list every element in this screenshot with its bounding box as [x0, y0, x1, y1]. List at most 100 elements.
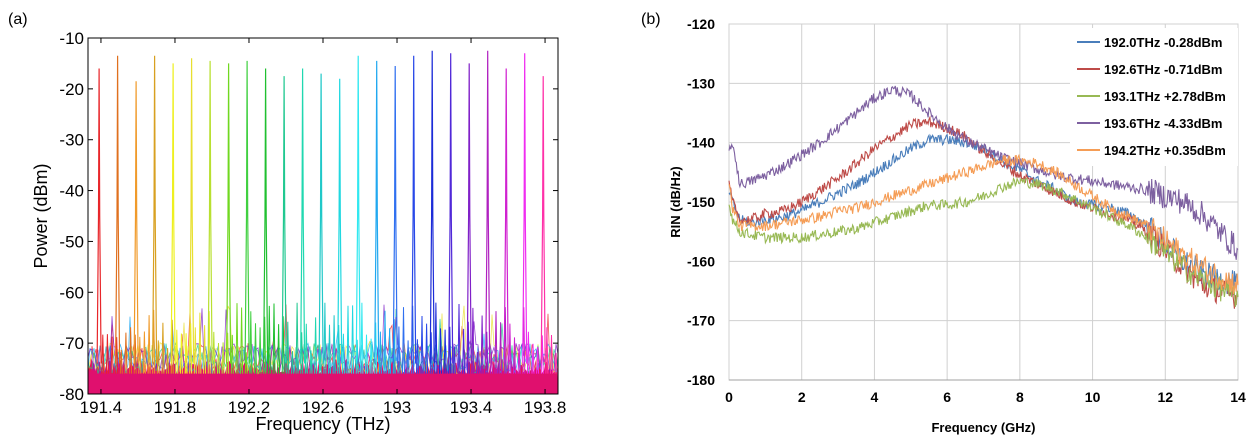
legend: 192.0THz -0.28dBm 192.6THz -0.71dBm 193.1T…: [1070, 28, 1238, 166]
x-tick-label: 14: [1230, 389, 1246, 405]
spur-line: [494, 311, 498, 374]
y-tick-label: -180: [687, 372, 715, 388]
spur-line: [249, 311, 253, 374]
x-tick-label: 191.4: [80, 398, 123, 417]
y-tick-label: -50: [59, 232, 84, 251]
legend-entry: 194.2THz +0.35dBm: [1104, 143, 1226, 158]
comb-line-16: [392, 65, 398, 364]
spur-line: [402, 307, 405, 374]
x-tick-label: 8: [1016, 389, 1024, 405]
spur-line: [212, 331, 216, 374]
spur-line: [175, 329, 179, 374]
comb-line-12: [318, 73, 324, 364]
rin-chart: -180 -170 -160 -150 -140 -130 -120 0 2 4 6 8 10 12 14 F…: [668, 16, 1246, 435]
spur-line: [110, 336, 114, 374]
series-line-4: [728, 153, 1239, 295]
spur-line: [244, 352, 248, 374]
y-tick-label: -70: [59, 334, 84, 353]
x-tick-label: 193.4: [450, 398, 493, 417]
spur-line: [434, 302, 438, 374]
spur-line: [217, 342, 220, 374]
spur-line: [267, 305, 271, 374]
x-axis-label: Frequency (THz): [255, 414, 390, 434]
spur-line: [513, 337, 516, 374]
panel-a-label: (a): [8, 11, 28, 28]
spur-line: [443, 329, 447, 374]
spur-line: [138, 336, 142, 374]
spur-line: [286, 321, 290, 374]
comb-line-8: [244, 60, 250, 364]
spur-line: [314, 317, 318, 374]
x-tick-label: 193.8: [524, 398, 567, 417]
comb-line-3: [152, 55, 158, 364]
y-tick-label: -140: [687, 135, 715, 151]
y-tick-label: -130: [687, 75, 715, 91]
spur-line: [550, 334, 553, 374]
y-tick-label: -40: [59, 182, 84, 201]
spur-line: [457, 303, 461, 374]
comb-line-1: [115, 55, 121, 364]
spur-line: [323, 302, 327, 374]
y-tick-label: -120: [687, 16, 715, 32]
spur-line: [332, 315, 336, 374]
spur-line: [517, 344, 521, 374]
spur-line: [230, 334, 234, 374]
spur-line: [198, 312, 202, 374]
spur-line: [272, 303, 276, 374]
comb-line-13: [337, 78, 343, 364]
spur-line: [235, 303, 239, 374]
spur-line: [439, 328, 442, 374]
spur-line: [476, 351, 479, 374]
legend-entry: 192.0THz -0.28dBm: [1104, 35, 1223, 50]
spur-line: [508, 323, 512, 374]
comb-line-9: [263, 68, 269, 364]
spur-line: [179, 333, 183, 374]
spur-line: [101, 334, 105, 374]
x-axis-label: Frequency (GHz): [931, 420, 1035, 435]
spur-line: [124, 332, 128, 374]
y-tick-label: -60: [59, 283, 84, 302]
spur-line: [406, 340, 410, 374]
spur-line: [383, 310, 387, 374]
y-tick-label: -20: [59, 80, 84, 99]
spur-line: [499, 322, 503, 374]
spur-line: [142, 331, 146, 374]
spur-line: [240, 307, 244, 374]
spur-line: [295, 302, 299, 374]
comb-line-24: [540, 76, 546, 364]
y-tick-label: -160: [687, 253, 715, 269]
spur-line: [129, 327, 133, 374]
y-tick-label: -80: [59, 385, 84, 404]
legend-entry: 193.6THz -4.33dBm: [1104, 116, 1223, 131]
comb-line-15: [374, 60, 380, 364]
spur-line: [397, 326, 401, 374]
spur-line: [221, 342, 225, 374]
spur-line: [425, 323, 429, 374]
spur-line: [156, 340, 160, 374]
comb-line-11: [300, 68, 306, 364]
comb-line-6: [207, 60, 213, 364]
x-tick-label: 10: [1085, 389, 1101, 405]
spur-line: [328, 324, 331, 374]
legend-entry: 193.1THz +2.78dBm: [1104, 89, 1226, 104]
spur-line: [554, 352, 558, 374]
spur-line: [526, 331, 530, 374]
comb-line-10: [281, 76, 287, 364]
x-tick-label: 6: [943, 389, 951, 405]
comb-line-14: [355, 55, 361, 364]
spur-line: [369, 338, 373, 374]
x-tick-label: 4: [871, 389, 879, 405]
spur-line: [119, 349, 123, 374]
spur-line: [365, 334, 368, 374]
spur-line: [309, 350, 313, 374]
y-axis-label: RIN (dB/Hz): [668, 166, 683, 238]
comb-line-21: [485, 50, 491, 364]
comb-line-18: [429, 50, 435, 364]
comb-line-19: [448, 53, 454, 364]
spur-line: [420, 315, 424, 374]
spur-line: [203, 325, 207, 374]
series-line-3: [728, 85, 1239, 260]
spur-line: [388, 328, 392, 374]
comb-line-17: [411, 55, 417, 364]
